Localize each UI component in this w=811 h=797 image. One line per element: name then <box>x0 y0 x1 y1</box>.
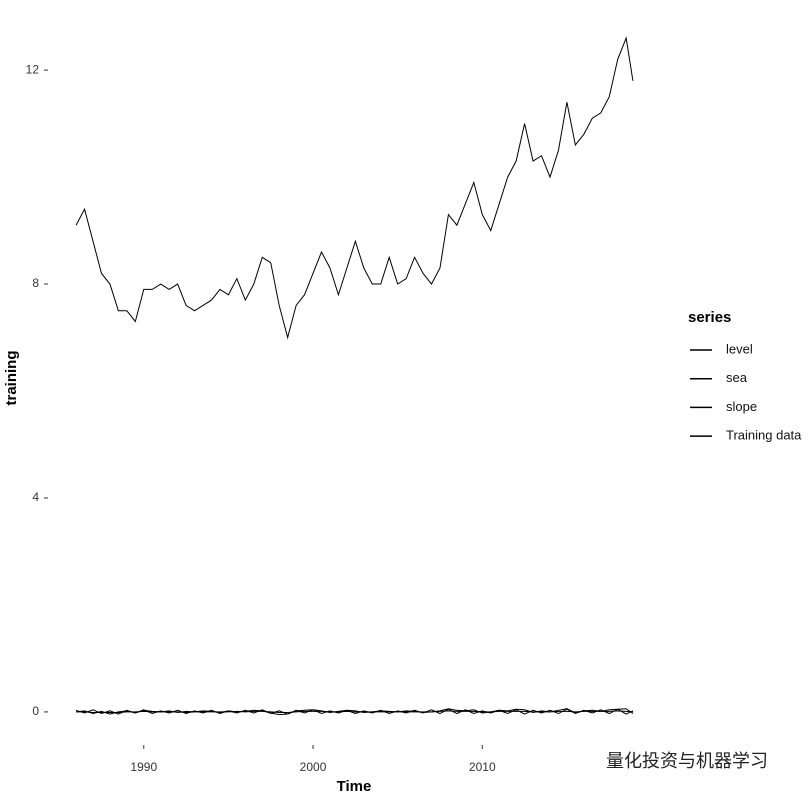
x-tick-label: 2000 <box>300 760 327 774</box>
y-tick-label: 12 <box>26 62 40 76</box>
series-line <box>76 710 633 713</box>
watermark: 量化投资与机器学习 <box>606 751 768 771</box>
x-tick-label: 2010 <box>469 760 496 774</box>
legend-title: series <box>688 309 731 326</box>
series-line <box>76 708 634 716</box>
y-axis-title: training <box>3 351 20 406</box>
legend-label: Training data <box>726 428 802 443</box>
series-line <box>75 36 634 340</box>
y-tick-label: 4 <box>32 490 39 504</box>
y-tick-label: 8 <box>32 276 39 290</box>
legend-label: level <box>726 341 753 356</box>
y-tick-label: 0 <box>32 704 39 718</box>
legend-label: sea <box>726 370 748 385</box>
x-tick-label: 1990 <box>130 760 157 774</box>
legend-label: slope <box>726 399 757 414</box>
series-line <box>75 708 634 715</box>
x-axis-title: Time <box>337 778 372 795</box>
